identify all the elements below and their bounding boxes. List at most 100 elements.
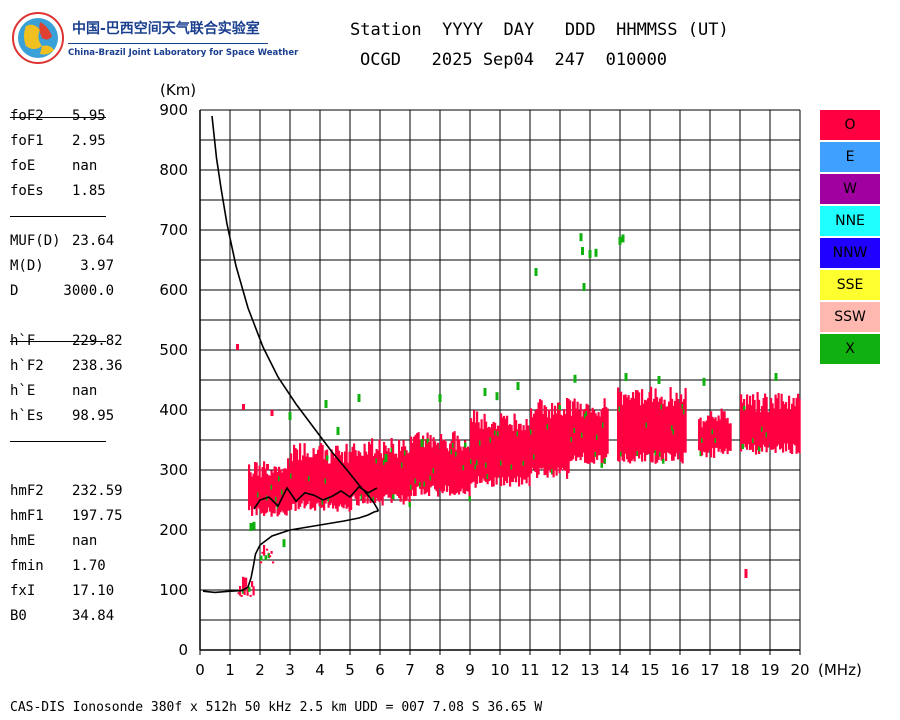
x-mode-point [774,373,778,381]
param-name: h`F2 [10,358,44,374]
param-name: hmF2 [10,483,44,499]
param-name: hmF1 [10,508,44,524]
o-mode-echo [363,443,366,503]
y-tick-label: 100 [159,581,188,599]
o-mode-echo [414,434,417,496]
o-mode-echo [716,421,719,448]
lab-logo: 中国-巴西空间天气联合实验室 China-Brazil Joint Labora… [12,12,298,72]
x-mode-echo [594,451,597,457]
o-mode-echo [594,413,597,454]
param-name: M(D) [10,258,44,274]
x-tick-label: 7 [405,661,415,679]
o-mode-point [242,404,245,410]
x-mode-echo [270,484,273,490]
x-mode-echo [290,473,293,479]
o-mode-echo [542,414,545,468]
o-mode-echo [584,408,587,463]
o-mode-echo [261,467,264,513]
param-value: 238.36 [72,358,123,374]
x-mode-point [357,394,361,402]
o-mode-echo [336,445,339,512]
x-mode-point [249,523,253,531]
x-mode-echo [701,437,704,443]
o-mode-echo [470,418,473,484]
o-mode-echo [567,398,570,474]
o-mode-echo [546,417,549,478]
o-mode-echo [423,447,426,495]
o-mode-echo [515,420,518,483]
o-mode-echo [579,403,582,461]
o-mode-echo [605,407,608,458]
param-separator [10,341,106,342]
o-mode-echo [524,430,527,480]
o-mode-echo [311,457,314,509]
param-row: foE nan [10,158,130,178]
o-mode-echo [582,409,585,453]
o-mode-echo [357,450,360,506]
o-mode-echo [258,465,261,510]
x-mode-echo [326,455,329,461]
o-mode-echo [293,444,296,504]
o-mode-echo [291,461,294,504]
o-mode-echo [467,446,470,492]
o-mode-echo [263,545,266,556]
o-mode-echo [438,449,441,488]
x-mode-echo [470,459,473,465]
o-mode-echo [591,407,594,463]
o-mode-echo [500,413,503,487]
o-mode-echo [248,464,251,511]
o-mode-echo [717,415,720,452]
param-value: 3000.0 [63,283,114,299]
o-mode-echo [432,437,435,486]
o-mode-echo [456,435,459,493]
x-mode-point [579,233,583,242]
param-value: nan [72,158,98,174]
x-tick-label: 2 [255,661,265,679]
o-mode-echo [464,440,467,494]
x-mode-point [288,412,292,420]
x-mode-echo [522,460,525,466]
o-mode-echo [518,423,521,487]
o-mode-echo [677,399,680,460]
y-tick-label: 400 [159,401,188,419]
x-mode-echo [278,476,281,482]
x-mode-point [594,248,598,257]
o-mode-echo [714,417,717,448]
o-mode-echo [476,411,479,484]
x-mode-echo [758,446,761,452]
x-mode-echo [257,492,260,498]
o-mode-echo [356,456,359,505]
o-mode-echo [533,413,536,470]
o-mode-echo [375,448,378,499]
y-tick-label: 500 [159,341,188,359]
o-mode-echo [573,398,576,456]
o-mode-echo [390,438,393,503]
x-mode-point [657,376,661,384]
globe-icon [12,12,64,64]
o-mode-echo [773,408,776,449]
o-mode-echo [372,456,375,499]
o-mode-echo [752,394,755,453]
x-mode-echo [671,425,674,431]
o-mode-echo [569,400,572,462]
o-mode-echo [249,594,252,597]
x-mode-echo [683,409,686,415]
o-mode-echo [279,469,282,513]
x-mode-echo [581,432,584,438]
o-mode-echo [366,454,369,504]
o-mode-echo [528,430,531,487]
o-mode-echo [437,442,440,497]
param-value: 3.97 [80,258,114,274]
o-mode-point [236,344,239,350]
o-mode-echo [344,451,347,505]
o-mode-echo [383,441,386,497]
o-mode-echo [762,397,765,445]
o-mode-echo [588,410,591,464]
o-mode-echo [663,399,666,454]
o-mode-echo [702,421,705,452]
o-mode-echo [713,418,716,458]
o-mode-echo [465,447,468,491]
x-mode-echo [672,429,675,435]
x-mode-echo [281,489,284,495]
x-tick-label: 12 [550,661,569,679]
